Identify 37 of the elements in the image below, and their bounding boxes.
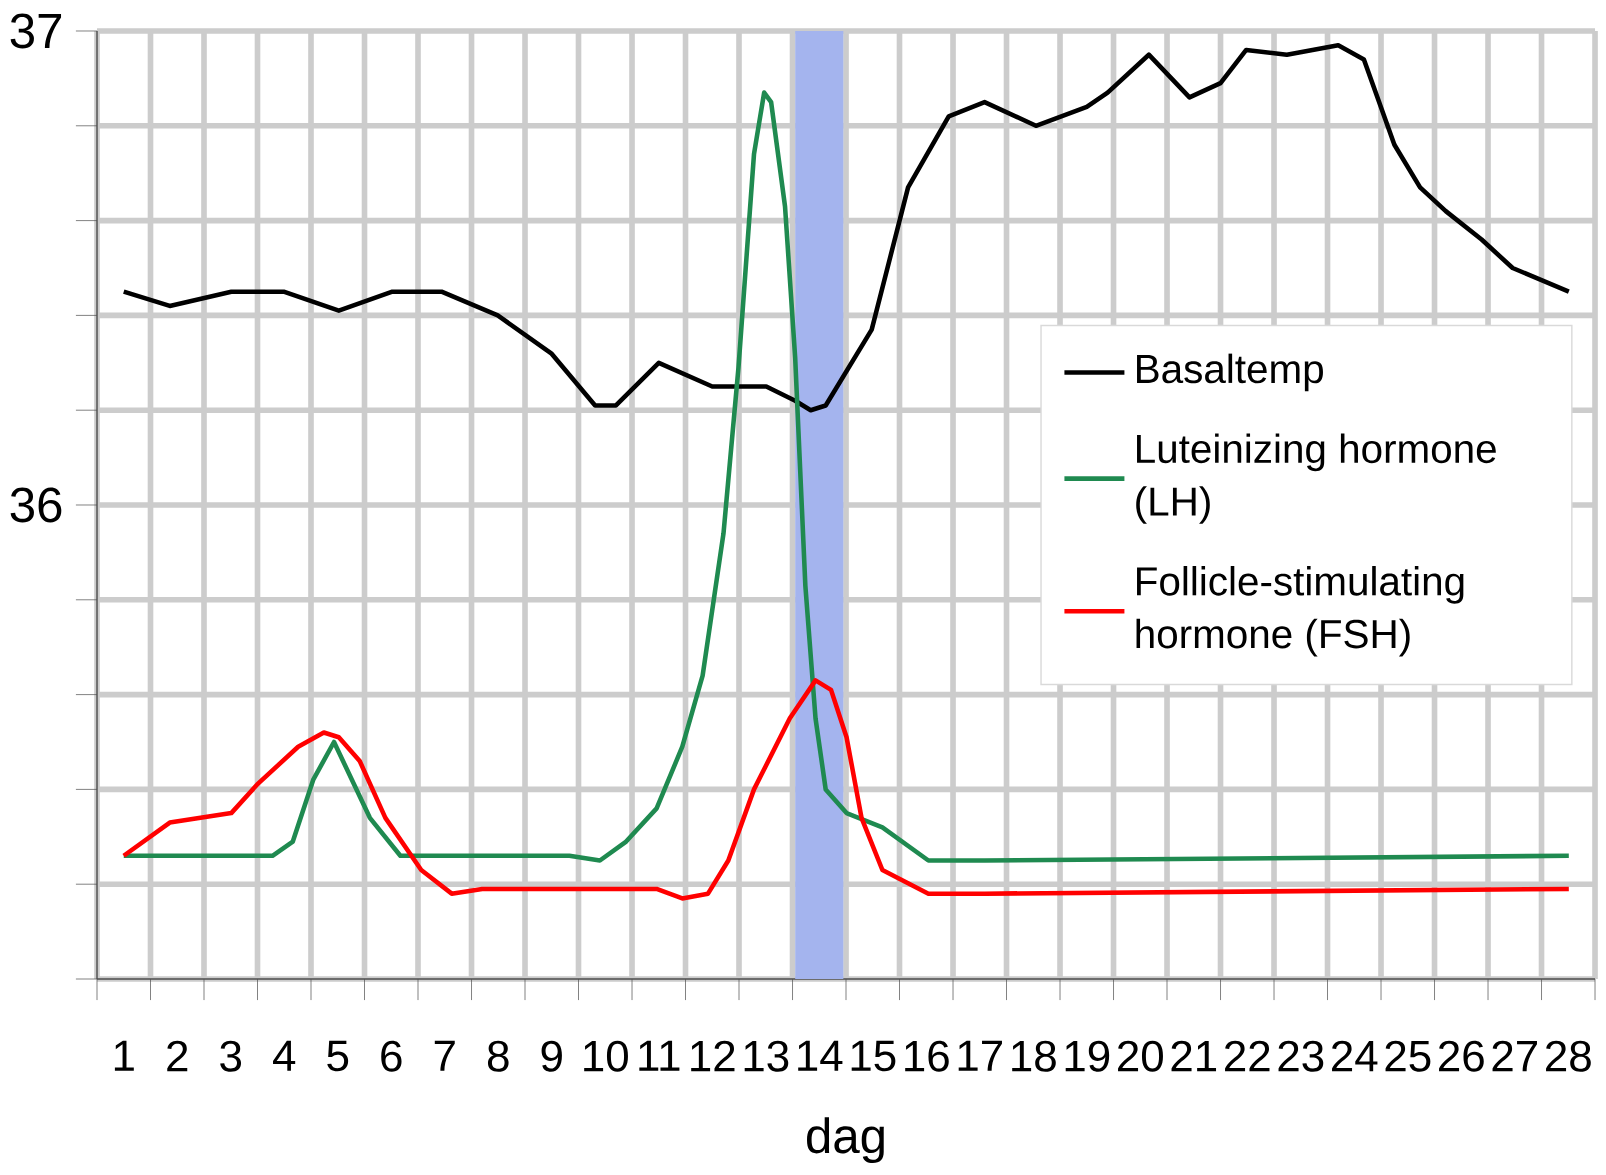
x-tick-label: 13	[744, 1040, 789, 1072]
y-tick-label: 36	[10, 487, 62, 523]
x-tick-label: 25	[1385, 1040, 1431, 1072]
x-tick-label: 23	[1278, 1040, 1324, 1072]
x-tick-label: 9	[541, 1040, 562, 1072]
line-series	[121, 42, 1572, 413]
x-tick-label: 4	[273, 1040, 296, 1071]
x-tick-label: 14	[798, 1040, 843, 1071]
x-tick-label: 19	[1065, 1040, 1110, 1072]
x-tick-label: 5	[327, 1040, 349, 1072]
x-tick-label: 7	[434, 1040, 455, 1071]
x-tick-label: 24	[1332, 1040, 1378, 1072]
line-series	[121, 678, 1572, 901]
x-axis-title: dag	[807, 1117, 884, 1164]
x-tick-label: 6	[381, 1040, 402, 1072]
x-tick-label: 1	[114, 1040, 134, 1071]
x-tick-label: 21	[1171, 1040, 1217, 1072]
legend-label: Luteinizing hormone (LH)	[1136, 433, 1496, 524]
x-tick-label: 2	[167, 1040, 188, 1072]
x-tick-label: 17	[958, 1040, 1002, 1071]
x-tick-label: 26	[1439, 1040, 1484, 1072]
x-tick-label: 20	[1118, 1040, 1163, 1072]
x-tick-label: 12	[691, 1040, 735, 1072]
x-tick-label: 8	[487, 1040, 509, 1072]
y-tick-label: 37	[10, 13, 62, 49]
x-tick-label: 28	[1546, 1040, 1591, 1072]
x-tick-label: 27	[1492, 1040, 1537, 1072]
x-tick-label: 11	[639, 1040, 680, 1071]
line-series	[121, 90, 1572, 863]
x-tick-label: 22	[1225, 1040, 1270, 1072]
x-tick-label: 15	[851, 1040, 896, 1072]
x-tick-label: 18	[1012, 1040, 1056, 1072]
legend-label: Follicle-stimulating hormone (FSH)	[1136, 566, 1464, 657]
x-tick-label: 10	[584, 1040, 628, 1072]
x-tick-label: 3	[220, 1040, 242, 1072]
x-tick-label: 16	[905, 1040, 949, 1072]
legend-label: Basaltemp	[1137, 353, 1323, 392]
